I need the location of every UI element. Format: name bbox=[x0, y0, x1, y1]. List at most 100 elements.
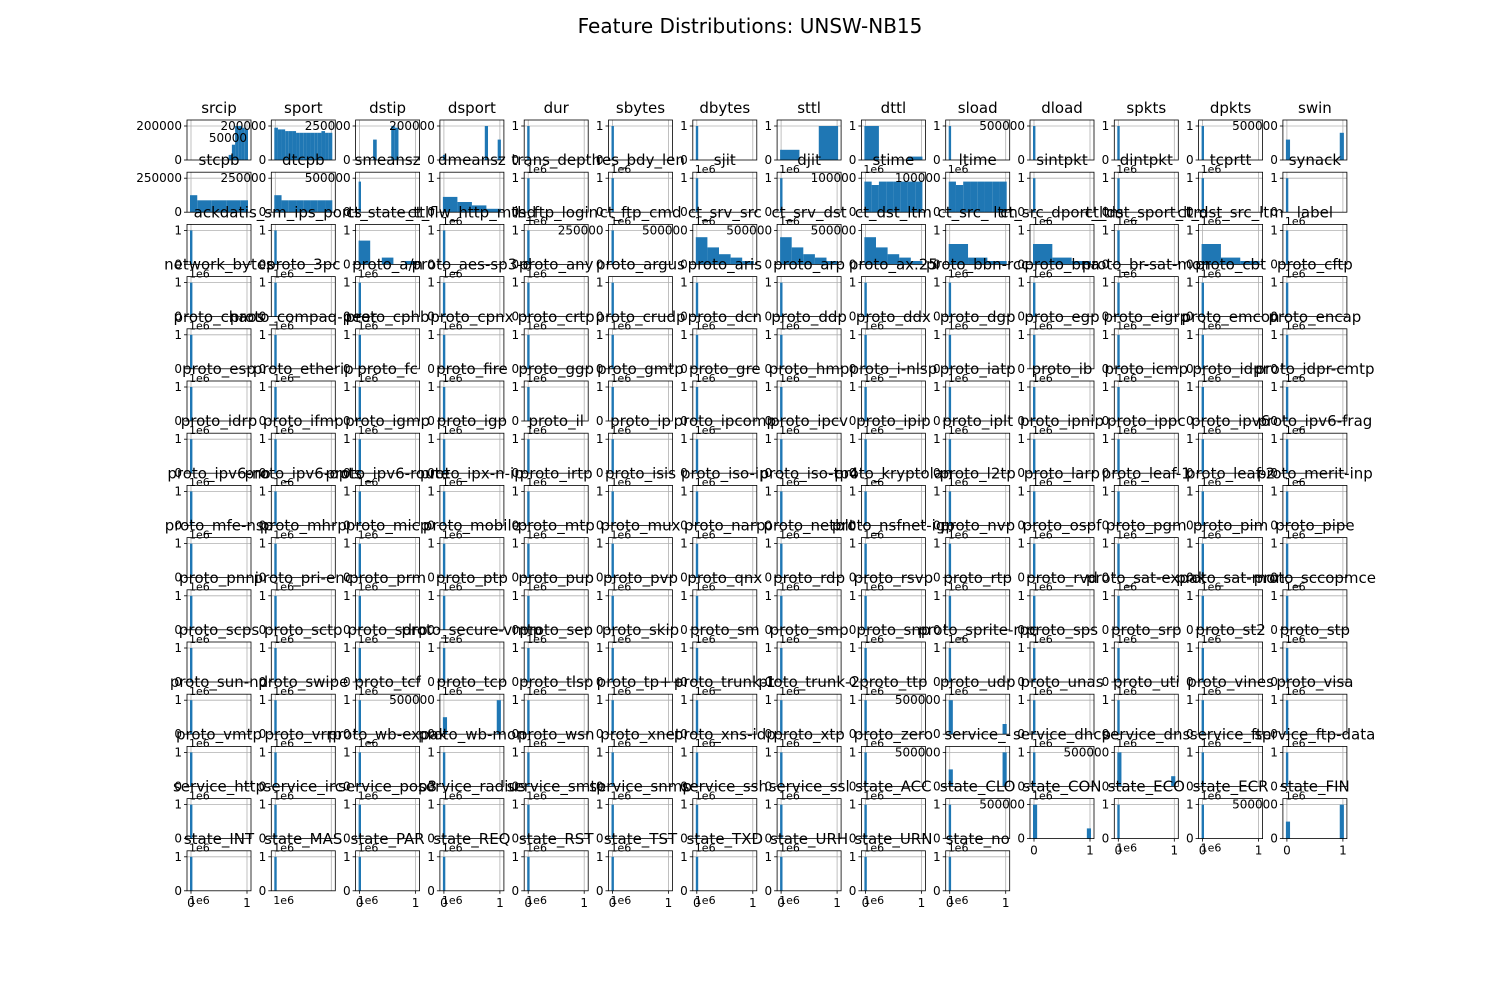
histogram-bar bbox=[1201, 178, 1204, 213]
axes-frame bbox=[270, 171, 336, 213]
x-tick-label: 0 bbox=[693, 896, 701, 910]
axes-frame bbox=[355, 119, 421, 161]
y-tick-label: 1 bbox=[1102, 223, 1110, 237]
histogram-bar bbox=[1201, 387, 1204, 421]
y-tick-label: 0 bbox=[1017, 362, 1025, 376]
histogram-bar bbox=[233, 200, 241, 213]
axis-offset-label: 1e6 bbox=[358, 267, 379, 280]
axis-offset-label: 1e6 bbox=[863, 842, 884, 855]
subplot-title: proto_xtp bbox=[773, 725, 844, 744]
histogram-bar bbox=[1117, 178, 1120, 213]
axis-offset-label: 1e6 bbox=[863, 737, 884, 750]
x-tick-label: 0 bbox=[777, 896, 785, 910]
subplot-title: service_pop3 bbox=[338, 778, 437, 797]
axes-frame bbox=[776, 380, 842, 422]
subplot-title: proto_ipcv bbox=[770, 412, 848, 431]
axes-frame bbox=[1029, 171, 1095, 213]
histogram-bar bbox=[285, 131, 289, 160]
histogram-bar bbox=[780, 282, 783, 317]
axes-frame bbox=[608, 641, 673, 683]
x-tick-label: 1 bbox=[1002, 896, 1010, 910]
y-tick-label: 1 bbox=[764, 745, 772, 759]
histogram-bar bbox=[948, 387, 952, 421]
y-tick-label: 1 bbox=[1186, 223, 1194, 237]
histogram-bar bbox=[244, 129, 248, 160]
y-tick-label: 0 bbox=[1186, 779, 1194, 793]
y-tick-label: 1 bbox=[849, 850, 857, 864]
axes-frame bbox=[692, 380, 758, 422]
y-tick-label: 0 bbox=[764, 675, 772, 689]
axes-frame bbox=[1198, 276, 1263, 318]
subplot-title: proto_hmp bbox=[769, 360, 850, 379]
axes-frame bbox=[186, 850, 252, 892]
y-tick-label: 0 bbox=[427, 153, 435, 167]
y-tick-label: 0 bbox=[427, 414, 435, 428]
subplot-title: trans_depth bbox=[511, 151, 601, 170]
y-tick-label: 0 bbox=[680, 362, 688, 376]
subplot-title: proto_vines bbox=[1187, 673, 1274, 692]
histogram-bar bbox=[695, 752, 699, 787]
subplot-title: service_dhcp bbox=[1013, 725, 1111, 744]
histogram-bar bbox=[442, 804, 446, 839]
histogram-bar bbox=[611, 230, 614, 265]
subplot-title: dsport bbox=[448, 99, 496, 117]
subplot-title: is_sm_ips_ports bbox=[245, 203, 362, 222]
axis-offset-label: 1e6 bbox=[1032, 581, 1053, 594]
subplot-title: proto_any bbox=[519, 256, 594, 275]
y-tick-label: 0 bbox=[1270, 832, 1278, 846]
histogram-bar bbox=[611, 648, 614, 682]
axes-frame bbox=[355, 432, 421, 474]
y-tick-label: 0 bbox=[174, 205, 182, 219]
subplot-title: state_ECR bbox=[1193, 778, 1269, 797]
axes-frame bbox=[1282, 119, 1348, 161]
y-tick-label: 1 bbox=[259, 537, 267, 551]
histogram-bar bbox=[864, 491, 867, 526]
y-tick-label: 0 bbox=[343, 310, 351, 324]
x-tick-label: 1 bbox=[1255, 844, 1263, 858]
y-tick-label: 1 bbox=[933, 328, 941, 342]
subplot-title: ct_src_ ltm bbox=[937, 203, 1017, 222]
subplot-title: proto_kryptolan bbox=[834, 464, 952, 483]
axis-offset-label: 1e6 bbox=[358, 842, 379, 855]
histogram-bar bbox=[527, 334, 530, 369]
x-tick-label: 1 bbox=[833, 896, 841, 910]
y-tick-label: 0 bbox=[259, 832, 267, 846]
histogram-bar bbox=[394, 127, 399, 160]
axis-offset-label: 1e6 bbox=[1201, 215, 1222, 228]
histogram-bar bbox=[358, 240, 371, 265]
y-tick-label: 0 bbox=[1102, 466, 1110, 480]
subplot-title: proto_iatp bbox=[940, 360, 1016, 379]
subplot-title: ct_dst_src_ltm bbox=[1177, 203, 1283, 222]
histogram-bar bbox=[987, 261, 1007, 265]
y-tick-label: 0 bbox=[512, 832, 520, 846]
histogram-bar bbox=[231, 144, 236, 160]
y-tick-label: 1 bbox=[596, 328, 604, 342]
y-tick-label: 0 bbox=[1270, 623, 1278, 637]
y-tick-label: 1 bbox=[933, 537, 941, 551]
subplot-title: service_http bbox=[173, 778, 265, 797]
axes-frame bbox=[608, 484, 673, 526]
subplot-title: proto_nvp bbox=[940, 517, 1015, 536]
axis-offset-label: 1e6 bbox=[611, 163, 632, 176]
y-tick-label: 1 bbox=[764, 119, 772, 133]
y-tick-label: 0 bbox=[1186, 466, 1194, 480]
histogram-bar bbox=[1201, 595, 1204, 630]
y-tick-label: 1 bbox=[1102, 171, 1110, 185]
axis-offset-label: 1e6 bbox=[1116, 633, 1137, 646]
y-tick-label: 0 bbox=[259, 518, 267, 532]
histogram-bar bbox=[358, 282, 361, 317]
